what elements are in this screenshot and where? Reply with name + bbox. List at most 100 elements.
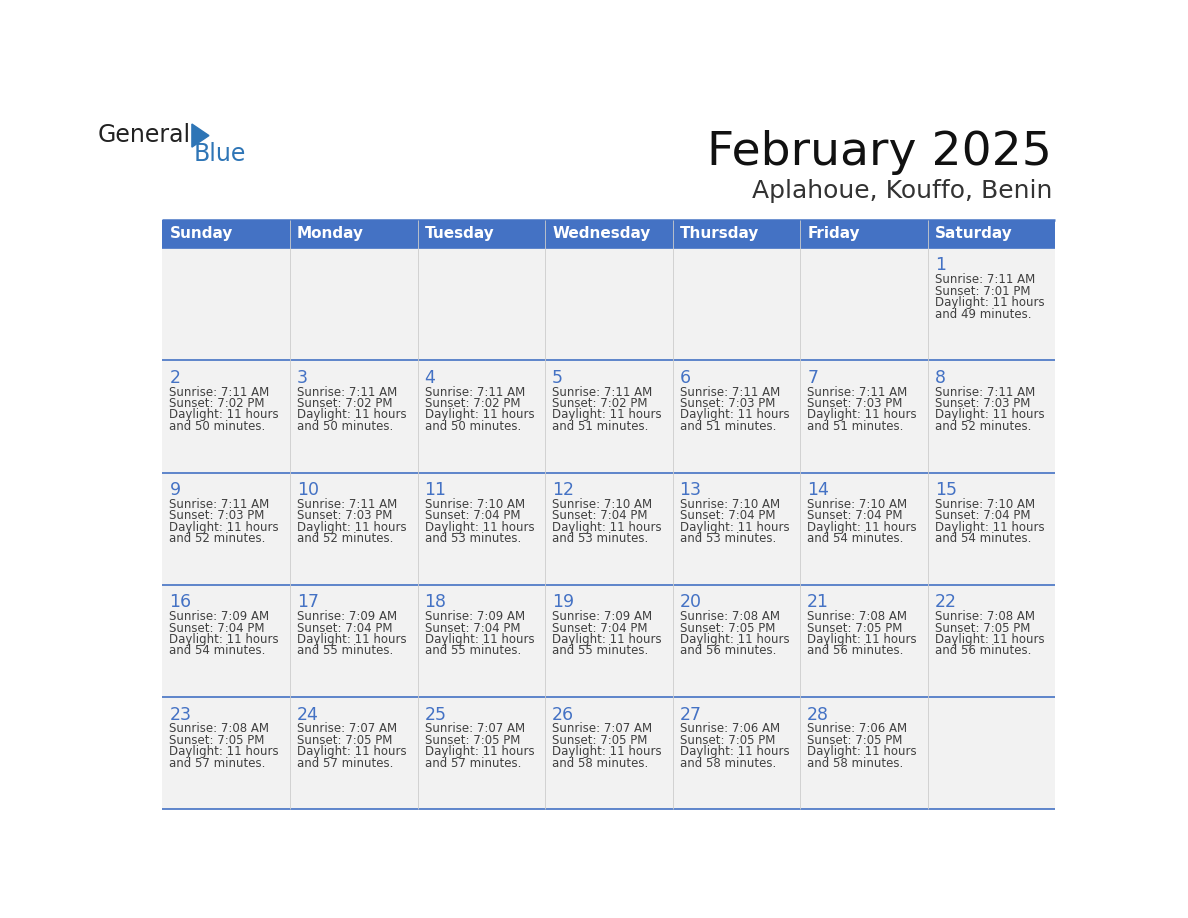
Bar (163, 248, 1055, 360)
Text: and 51 minutes.: and 51 minutes. (807, 420, 904, 433)
Text: and 58 minutes.: and 58 minutes. (552, 756, 649, 769)
Text: Blue: Blue (194, 142, 246, 166)
Text: Sunrise: 7:11 AM: Sunrise: 7:11 AM (552, 386, 652, 398)
Text: Daylight: 11 hours: Daylight: 11 hours (552, 409, 662, 421)
Text: 18: 18 (424, 593, 447, 611)
Text: Sunrise: 7:11 AM: Sunrise: 7:11 AM (935, 274, 1035, 286)
Text: and 54 minutes.: and 54 minutes. (935, 532, 1031, 545)
Text: Sunset: 7:04 PM: Sunset: 7:04 PM (935, 509, 1030, 522)
Bar (163, 585, 1055, 697)
Text: and 52 minutes.: and 52 minutes. (297, 532, 393, 545)
Text: Sunrise: 7:07 AM: Sunrise: 7:07 AM (297, 722, 397, 735)
Text: and 57 minutes.: and 57 minutes. (424, 756, 520, 769)
Text: and 51 minutes.: and 51 minutes. (680, 420, 776, 433)
Text: 6: 6 (680, 369, 690, 386)
Bar (928, 219, 1055, 248)
Text: 16: 16 (170, 593, 191, 611)
Text: Sunset: 7:02 PM: Sunset: 7:02 PM (424, 397, 520, 410)
Text: 22: 22 (935, 593, 956, 611)
Bar (801, 219, 928, 248)
Text: and 54 minutes.: and 54 minutes. (170, 644, 266, 657)
Text: Daylight: 11 hours: Daylight: 11 hours (680, 633, 789, 646)
Text: 11: 11 (424, 481, 447, 499)
Text: 25: 25 (424, 706, 447, 723)
Text: Daylight: 11 hours: Daylight: 11 hours (552, 745, 662, 758)
Text: and 50 minutes.: and 50 minutes. (424, 420, 520, 433)
Bar (545, 219, 672, 248)
Text: and 57 minutes.: and 57 minutes. (170, 756, 266, 769)
Text: Sunrise: 7:08 AM: Sunrise: 7:08 AM (680, 610, 779, 623)
Text: Sunset: 7:03 PM: Sunset: 7:03 PM (170, 509, 265, 522)
Bar (163, 473, 1055, 585)
Text: Sunset: 7:05 PM: Sunset: 7:05 PM (680, 621, 775, 634)
Bar (290, 219, 417, 248)
Text: Sunset: 7:05 PM: Sunset: 7:05 PM (170, 733, 265, 747)
Text: Daylight: 11 hours: Daylight: 11 hours (807, 409, 917, 421)
Text: and 53 minutes.: and 53 minutes. (424, 532, 520, 545)
Text: and 53 minutes.: and 53 minutes. (552, 532, 649, 545)
Text: and 58 minutes.: and 58 minutes. (807, 756, 903, 769)
Text: Sunrise: 7:09 AM: Sunrise: 7:09 AM (170, 610, 270, 623)
Text: Friday: Friday (807, 226, 860, 241)
Text: Sunset: 7:05 PM: Sunset: 7:05 PM (935, 621, 1030, 634)
Text: Sunset: 7:04 PM: Sunset: 7:04 PM (297, 621, 392, 634)
Text: Sunrise: 7:06 AM: Sunrise: 7:06 AM (680, 722, 779, 735)
Text: Saturday: Saturday (935, 226, 1012, 241)
Text: General: General (97, 123, 191, 147)
Polygon shape (192, 124, 209, 147)
Text: and 54 minutes.: and 54 minutes. (807, 532, 904, 545)
Text: 27: 27 (680, 706, 702, 723)
Text: Sunrise: 7:09 AM: Sunrise: 7:09 AM (552, 610, 652, 623)
Text: 9: 9 (170, 481, 181, 499)
Text: Daylight: 11 hours: Daylight: 11 hours (807, 521, 917, 533)
Text: and 55 minutes.: and 55 minutes. (552, 644, 649, 657)
Text: Sunrise: 7:11 AM: Sunrise: 7:11 AM (807, 386, 908, 398)
Text: Daylight: 11 hours: Daylight: 11 hours (424, 745, 535, 758)
Text: 28: 28 (807, 706, 829, 723)
Text: Sunrise: 7:09 AM: Sunrise: 7:09 AM (424, 610, 525, 623)
Text: Thursday: Thursday (680, 226, 759, 241)
Text: Sunrise: 7:11 AM: Sunrise: 7:11 AM (297, 386, 397, 398)
Text: Sunset: 7:05 PM: Sunset: 7:05 PM (424, 733, 520, 747)
Text: 8: 8 (935, 369, 946, 386)
Text: Daylight: 11 hours: Daylight: 11 hours (170, 521, 279, 533)
Text: Sunset: 7:04 PM: Sunset: 7:04 PM (552, 621, 647, 634)
Text: Sunrise: 7:10 AM: Sunrise: 7:10 AM (424, 498, 525, 511)
Text: Daylight: 11 hours: Daylight: 11 hours (935, 297, 1044, 309)
Text: Daylight: 11 hours: Daylight: 11 hours (170, 745, 279, 758)
Text: and 55 minutes.: and 55 minutes. (424, 644, 520, 657)
Text: Sunday: Sunday (170, 226, 233, 241)
Text: Daylight: 11 hours: Daylight: 11 hours (552, 633, 662, 646)
Text: Sunset: 7:05 PM: Sunset: 7:05 PM (807, 733, 903, 747)
Text: Sunset: 7:03 PM: Sunset: 7:03 PM (807, 397, 903, 410)
Text: Sunrise: 7:11 AM: Sunrise: 7:11 AM (935, 386, 1035, 398)
Text: and 56 minutes.: and 56 minutes. (807, 644, 904, 657)
Text: and 51 minutes.: and 51 minutes. (552, 420, 649, 433)
Text: Sunset: 7:03 PM: Sunset: 7:03 PM (680, 397, 775, 410)
Bar (163, 360, 1055, 473)
Text: Daylight: 11 hours: Daylight: 11 hours (935, 409, 1044, 421)
Text: Sunset: 7:04 PM: Sunset: 7:04 PM (170, 621, 265, 634)
Bar (672, 219, 801, 248)
Text: 3: 3 (297, 369, 308, 386)
Text: Daylight: 11 hours: Daylight: 11 hours (297, 633, 406, 646)
Text: Sunset: 7:03 PM: Sunset: 7:03 PM (935, 397, 1030, 410)
Text: Daylight: 11 hours: Daylight: 11 hours (807, 745, 917, 758)
Text: Sunrise: 7:08 AM: Sunrise: 7:08 AM (170, 722, 270, 735)
Text: 4: 4 (424, 369, 435, 386)
Text: Daylight: 11 hours: Daylight: 11 hours (424, 633, 535, 646)
Text: Sunrise: 7:10 AM: Sunrise: 7:10 AM (807, 498, 908, 511)
Text: and 49 minutes.: and 49 minutes. (935, 308, 1031, 320)
Text: Daylight: 11 hours: Daylight: 11 hours (297, 409, 406, 421)
Text: 2: 2 (170, 369, 181, 386)
Text: Sunrise: 7:11 AM: Sunrise: 7:11 AM (297, 498, 397, 511)
Text: Daylight: 11 hours: Daylight: 11 hours (424, 521, 535, 533)
Text: Sunrise: 7:11 AM: Sunrise: 7:11 AM (170, 498, 270, 511)
Text: 7: 7 (807, 369, 819, 386)
Text: Daylight: 11 hours: Daylight: 11 hours (552, 521, 662, 533)
Text: 1: 1 (935, 256, 946, 274)
Text: Sunset: 7:05 PM: Sunset: 7:05 PM (552, 733, 647, 747)
Text: and 56 minutes.: and 56 minutes. (935, 644, 1031, 657)
Text: Sunset: 7:05 PM: Sunset: 7:05 PM (807, 621, 903, 634)
Text: Daylight: 11 hours: Daylight: 11 hours (680, 745, 789, 758)
